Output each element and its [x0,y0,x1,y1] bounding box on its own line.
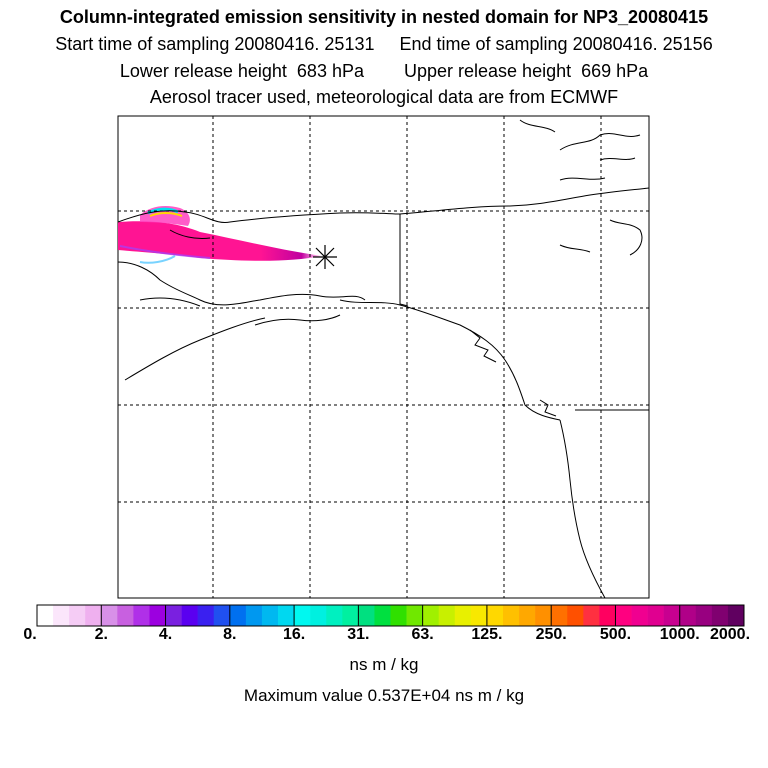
color-scale-tick-label: 2. [94,626,108,643]
maximum-value-label: Maximum value 0.537E+04 ns m / kg [243,686,525,705]
color-scale-cell [615,605,632,626]
color-scale-tick-label: 4. [158,626,173,643]
political-borders [399,214,649,411]
color-scale-cell [213,605,231,626]
color-scale-cell [631,605,648,626]
color-scale-cell [310,605,327,626]
color-scale-cell [422,605,440,626]
plot-title: Column-integrated emission sensitivity i… [59,7,709,27]
color-scale-cell [551,605,568,626]
color-scale-tick-label: 8. [223,626,237,643]
color-scale-cell [326,605,343,626]
color-scale-cell [149,605,166,626]
color-scale-tick-label: 31. [347,626,370,643]
color-scale-cell [101,605,118,626]
color-scale-cell [374,605,391,626]
color-scale-cell [181,605,198,626]
color-scale-tick-label: 1000. [659,626,700,643]
color-scale-cell [53,605,70,626]
color-scale-cell [85,605,102,626]
color-scale-cell [583,605,600,626]
color-scale-cell [727,605,745,626]
color-scale-cell [486,605,504,626]
release-height-line: Lower release height 683 hPa Upper relea… [119,61,649,81]
color-scale-cell [663,605,681,626]
color-scale-cell [229,605,247,626]
lat-lon-grid [118,116,649,598]
color-scale-cell [695,605,713,626]
color-scale-cell [165,605,182,626]
color-scale-cell [519,605,536,626]
color-scale-cell [69,605,86,626]
color-scale-tick-label: 500. [599,626,632,643]
color-scale-cell [278,605,295,626]
color-scale-tick-label: 250. [535,626,567,643]
color-scale-cell [37,605,54,626]
color-scale-cell [647,605,664,626]
color-scale-cell [454,605,472,626]
color-scale-tick-label: 2000. [709,626,751,643]
color-scale-cell [502,605,520,626]
color-scale-tick-label: 63. [411,626,434,643]
color-scale-cell [197,605,215,626]
coastlines [118,119,649,598]
color-scale-cell [599,605,616,626]
color-scale-cell [406,605,423,626]
color-scale-tick-label: 125. [471,626,503,643]
color-scale-tick-label: 16. [282,626,306,643]
color-scale-cell [390,605,407,626]
color-scale-cell [133,605,150,626]
sampling-time-line: Start time of sampling 20080416. 25131 E… [55,34,713,54]
color-scale-cell [567,605,584,626]
map-frame [117,115,650,599]
color-scale-cell [245,605,263,626]
color-scale-cell [294,605,311,626]
color-scale-cell [711,605,729,626]
color-scale-cell [261,605,279,626]
color-scale-cell [342,605,359,626]
color-scale-cell [438,605,456,626]
color-scale-cell [117,605,134,626]
color-scale-cell [679,605,697,626]
asterisk-star-icon [313,245,337,269]
color-scale-tick-label: 0. [23,626,37,643]
color-scale-cell [358,605,375,626]
color-scale-cell [535,605,552,626]
tracer-info-line: Aerosol tracer used, meteorological data… [149,87,619,107]
color-scale-cell [470,605,488,626]
color-scale-units: ns m / kg [349,655,419,674]
